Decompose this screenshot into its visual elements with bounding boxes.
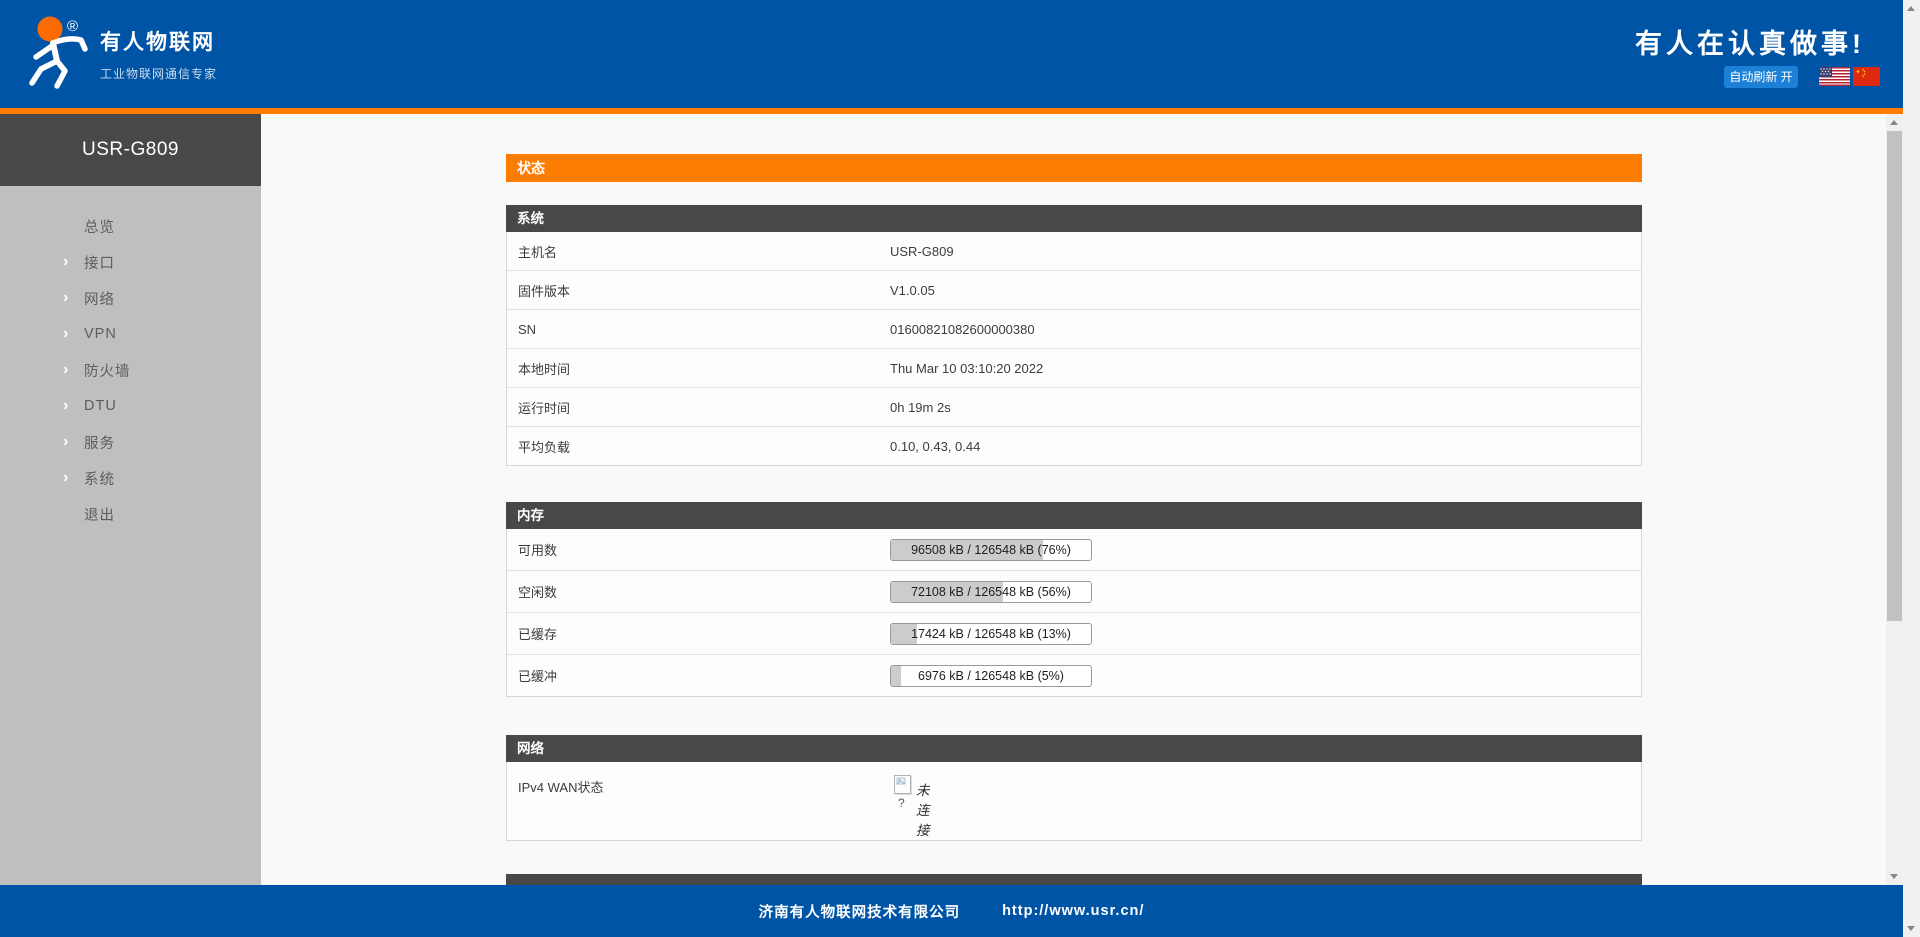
chevron-right-icon: › bbox=[63, 254, 84, 270]
row-label: IPv4 WAN状态 bbox=[507, 762, 890, 796]
table-row: 空闲数 72108 kB / 126548 kB (56%) bbox=[507, 571, 1641, 613]
chevron-right-icon: › bbox=[63, 362, 84, 378]
sidebar-item-dtu[interactable]: › DTU bbox=[0, 388, 261, 424]
sidebar-item-interfaces[interactable]: › 接口 bbox=[0, 244, 261, 280]
system-table: 主机名 USR-G809 固件版本 V1.0.05 SN 01600821082… bbox=[506, 232, 1642, 466]
brand-subtitle: 工业物联网通信专家 bbox=[100, 65, 217, 82]
table-row: 已缓存 17424 kB / 126548 kB (13%) bbox=[507, 613, 1641, 655]
device-name-header: USR-G809 bbox=[0, 114, 261, 186]
scroll-up-icon[interactable] bbox=[1907, 6, 1915, 11]
slogan-text: 有人在认真做事! bbox=[1635, 22, 1865, 61]
chevron-right-icon: › bbox=[63, 398, 84, 414]
row-label: 已缓冲 bbox=[507, 666, 890, 685]
footer: 济南有人物联网技术有限公司 http://www.usr.cn/ bbox=[0, 885, 1903, 937]
memory-section-header: 内存 bbox=[506, 502, 1642, 529]
footer-company: 济南有人物联网技术有限公司 bbox=[759, 901, 961, 922]
row-label: SN bbox=[507, 322, 890, 337]
row-label: 运行时间 bbox=[507, 398, 890, 417]
sidebar-item-overview[interactable]: 总览 bbox=[0, 208, 261, 244]
memory-bar-text: 96508 kB / 126548 kB (76%) bbox=[891, 540, 1091, 560]
table-row: 平均负载 0.10, 0.43, 0.44 bbox=[507, 427, 1641, 465]
table-row: SN 01600821082600000380 bbox=[507, 310, 1641, 349]
chevron-right-icon: › bbox=[63, 326, 84, 342]
table-row: 本地时间 Thu Mar 10 03:10:20 2022 bbox=[507, 349, 1641, 388]
row-value: USR-G809 bbox=[890, 244, 954, 259]
chevron-right-icon: › bbox=[63, 434, 84, 450]
memory-usage-bar: 96508 kB / 126548 kB (76%) bbox=[890, 539, 1092, 561]
sidebar: USR-G809 总览 › 接口 › 网络 › VPN › 防火墙 bbox=[0, 114, 261, 885]
page-title: 状态 bbox=[506, 154, 1642, 182]
sidebar-menu: 总览 › 接口 › 网络 › VPN › 防火墙 › DTU bbox=[0, 186, 261, 532]
table-row: 主机名 USR-G809 bbox=[507, 232, 1641, 271]
auto-refresh-toggle-button[interactable]: 自动刷新 开 bbox=[1724, 66, 1798, 88]
usr-logo: ® bbox=[26, 11, 96, 91]
next-section-header-clipped bbox=[506, 874, 1642, 885]
memory-usage-bar: 17424 kB / 126548 kB (13%) bbox=[890, 623, 1092, 645]
memory-section: 内存 可用数 96508 kB / 126548 kB (76%) 空闲数 bbox=[506, 502, 1642, 697]
row-label: 已缓存 bbox=[507, 624, 890, 643]
row-label: 可用数 bbox=[507, 540, 890, 559]
row-value: 01600821082600000380 bbox=[890, 322, 1035, 337]
table-row: 可用数 96508 kB / 126548 kB (76%) bbox=[507, 529, 1641, 571]
row-label: 空闲数 bbox=[507, 582, 890, 601]
table-row: 运行时间 0h 19m 2s bbox=[507, 388, 1641, 427]
row-label: 本地时间 bbox=[507, 359, 890, 378]
memory-bar-text: 6976 kB / 126548 kB (5%) bbox=[891, 666, 1091, 686]
system-section: 系统 主机名 USR-G809 固件版本 V1.0.05 SN 01600821… bbox=[506, 205, 1642, 466]
inner-scrollbar bbox=[1886, 114, 1903, 885]
outer-scrollbar bbox=[1903, 0, 1920, 937]
scroll-down-icon[interactable] bbox=[1890, 874, 1898, 879]
main-content: 状态 系统 主机名 USR-G809 固件版本 V1.0.05 SN 01600… bbox=[261, 114, 1886, 885]
memory-usage-bar: 6976 kB / 126548 kB (5%) bbox=[890, 665, 1092, 687]
usr-person-logo-icon: ® bbox=[26, 11, 96, 91]
row-value: V1.0.05 bbox=[890, 283, 935, 298]
table-row: 已缓冲 6976 kB / 126548 kB (5%) bbox=[507, 655, 1641, 696]
scroll-down-icon[interactable] bbox=[1907, 926, 1915, 931]
memory-usage-bar: 72108 kB / 126548 kB (56%) bbox=[890, 581, 1092, 603]
chevron-right-icon: › bbox=[63, 470, 84, 486]
broken-image-icon bbox=[894, 775, 911, 794]
row-value: Thu Mar 10 03:10:20 2022 bbox=[890, 361, 1043, 376]
broken-image-fallback: ? bbox=[898, 796, 905, 810]
sidebar-item-services[interactable]: › 服务 bbox=[0, 424, 261, 460]
inner-scrollbar-thumb[interactable] bbox=[1887, 131, 1902, 621]
router-admin-page: ® 有人物联网 工业物联网通信专家 有人在认真做事! 自动刷新 开 bbox=[0, 0, 1920, 937]
wan-status-text: 未连接 bbox=[916, 779, 930, 839]
sidebar-item-logout[interactable]: 退出 bbox=[0, 496, 261, 532]
system-section-header: 系统 bbox=[506, 205, 1642, 232]
scroll-up-icon[interactable] bbox=[1890, 120, 1898, 125]
footer-url-link[interactable]: http://www.usr.cn/ bbox=[1002, 903, 1144, 919]
chevron-right-icon: › bbox=[63, 290, 84, 306]
brand-block: 有人物联网 工业物联网通信专家 bbox=[100, 26, 217, 82]
sidebar-item-firewall[interactable]: › 防火墙 bbox=[0, 352, 261, 388]
memory-table: 可用数 96508 kB / 126548 kB (76%) 空闲数 72108… bbox=[506, 529, 1642, 697]
row-label: 主机名 bbox=[507, 242, 890, 261]
network-section-header: 网络 bbox=[506, 735, 1642, 762]
row-value: 0h 19m 2s bbox=[890, 400, 951, 415]
sidebar-item-vpn[interactable]: › VPN bbox=[0, 316, 261, 352]
table-row: 固件版本 V1.0.05 bbox=[507, 271, 1641, 310]
registered-mark-icon: ® bbox=[67, 18, 78, 35]
cn-flag-icon[interactable] bbox=[1853, 67, 1880, 91]
network-table: IPv4 WAN状态 ? 未连接 bbox=[506, 762, 1642, 841]
top-header: ® 有人物联网 工业物联网通信专家 有人在认真做事! 自动刷新 开 bbox=[0, 0, 1903, 108]
us-flag-icon[interactable] bbox=[1819, 67, 1850, 91]
brand-title: 有人物联网 bbox=[100, 26, 217, 56]
sidebar-item-network[interactable]: › 网络 bbox=[0, 280, 261, 316]
memory-bar-text: 72108 kB / 126548 kB (56%) bbox=[891, 582, 1091, 602]
table-row: IPv4 WAN状态 ? 未连接 bbox=[507, 762, 1641, 840]
network-section: 网络 IPv4 WAN状态 ? bbox=[506, 735, 1642, 841]
memory-bar-text: 17424 kB / 126548 kB (13%) bbox=[891, 624, 1091, 644]
row-label: 固件版本 bbox=[507, 281, 890, 300]
row-label: 平均负载 bbox=[507, 437, 890, 456]
sidebar-item-system[interactable]: › 系统 bbox=[0, 460, 261, 496]
row-value: 0.10, 0.43, 0.44 bbox=[890, 439, 980, 454]
